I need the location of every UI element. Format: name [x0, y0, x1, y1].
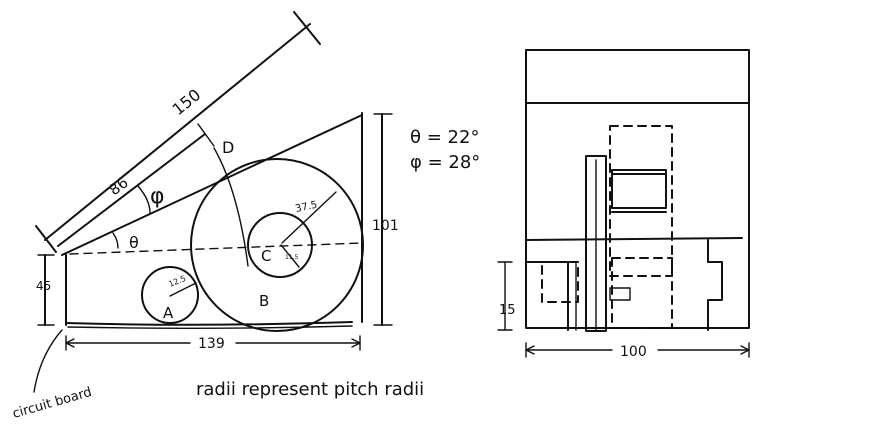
end-view: 15 100 [497, 49, 750, 360]
hidden-gear-upper [609, 125, 673, 277]
left-block [525, 261, 569, 331]
circuit-board-leader [33, 329, 63, 393]
dim-15-label: 15 [499, 303, 516, 318]
pin [609, 287, 631, 301]
end-view-outer-frame [525, 49, 750, 329]
dim-86-line [57, 133, 206, 247]
dim-100-label: 100 [620, 344, 647, 360]
radius-C-arrow [280, 244, 300, 268]
hidden-gear-lower-right [611, 257, 673, 329]
dim-45-label: 45 [36, 279, 51, 293]
dim-139-arrow-right [351, 338, 361, 348]
radius-B-arrow [281, 191, 337, 244]
shaft [585, 155, 607, 332]
dim-86-tick-end [197, 123, 215, 147]
phi-arc [137, 185, 151, 214]
side-view: 150 86 φ θ D C B A 12.5 37.5 11.5 101 45… [11, 11, 399, 422]
right-step-profile [707, 239, 723, 331]
theta-arc [112, 232, 119, 249]
gear-block-upper [611, 169, 667, 209]
circuit-board-label: circuit board [11, 385, 94, 422]
radius-C-label: 11.5 [285, 254, 299, 261]
left-step [567, 261, 577, 331]
label-C: C [261, 247, 271, 265]
radius-B-label: 37.5 [294, 200, 318, 215]
dim-150-tick-end [293, 11, 321, 45]
dim-100-arrow-left [525, 345, 535, 355]
label-B: B [259, 292, 269, 310]
label-D: D [222, 138, 234, 157]
dim-86-label: 86 [106, 173, 132, 199]
gear-A-circle [141, 266, 199, 324]
gear-C-circle [247, 212, 313, 278]
base-board-line [67, 325, 353, 329]
dim-150-line [44, 23, 311, 241]
radius-A-arrow [169, 282, 197, 297]
D-leader-line [213, 147, 249, 267]
phi-equation: φ = 28° [410, 152, 480, 173]
dim-100-arrow-right [740, 345, 750, 355]
gear-B-circle [190, 158, 364, 332]
dim-150-tick-start [35, 225, 57, 253]
dim-139-arrow-left [65, 338, 75, 348]
phi-label: φ [150, 184, 165, 209]
theta-equation: θ = 22° [410, 127, 479, 148]
pitch-radii-note: radii represent pitch radii [196, 379, 424, 400]
theta-label: θ [129, 233, 139, 252]
dim-101-label: 101 [372, 218, 399, 234]
hidden-gear-lower-left [541, 261, 579, 303]
inclined-edge [61, 114, 363, 256]
dim-139-label: 139 [198, 336, 225, 352]
radius-A-label: 12.5 [167, 274, 187, 289]
label-A: A [163, 304, 174, 322]
horizontal-reference-line [69, 242, 363, 255]
end-view-base-line [525, 237, 743, 241]
